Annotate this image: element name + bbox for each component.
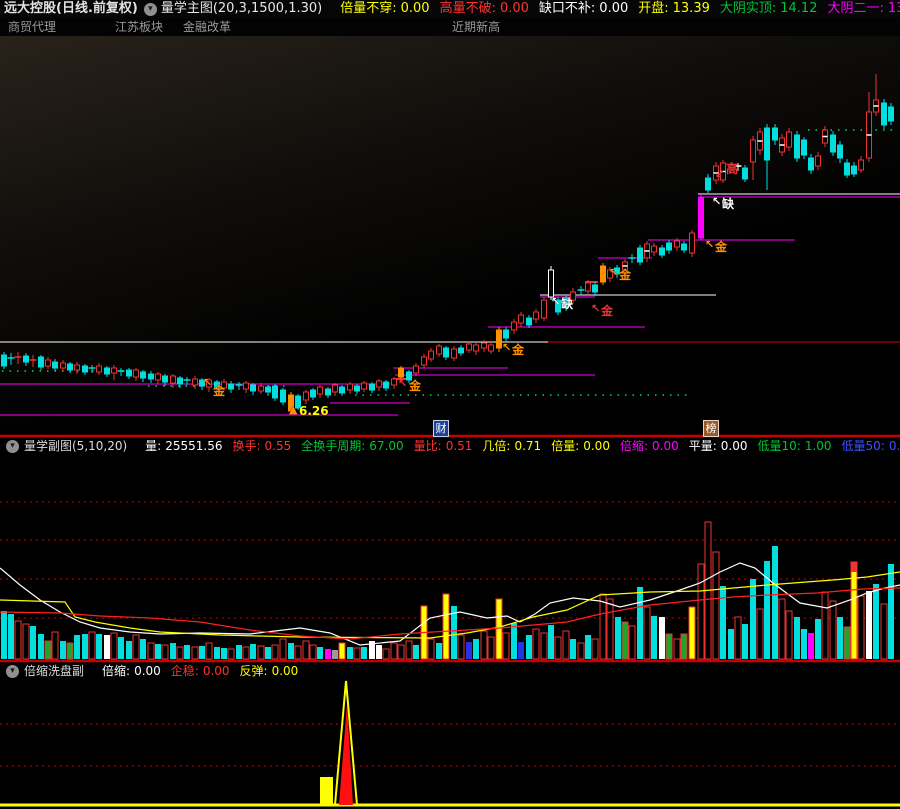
sub-indicator-item: 量: 25551.56 [145, 439, 223, 453]
sector-tag[interactable]: 商贸代理 [8, 20, 57, 34]
stock-title[interactable]: 远大控股(日线.前复权) [4, 1, 138, 16]
sub-indicator-item: 倍量: 0.00 [551, 439, 610, 453]
header-indicator-values: 倍量不穿: 0.00 高量不破: 0.00 缺口不补: 0.00 开盘: 13.39 大… [330, 0, 900, 18]
wash-indicator-name[interactable]: 倍缩洗盘副 [24, 664, 85, 678]
sub-indicator-item: 倍缩: 0.00 [619, 439, 679, 453]
sub-indicator-item: 几倍: 0.71 [482, 439, 542, 453]
volume-indicator-header: ▾ 量学副图(5,10,20) 量: 25551.56 换手: 0.55 全换手周期… [0, 437, 900, 456]
sub-indicator-item: 低量10: 1.00 [757, 439, 832, 453]
header-indicator-item: 开盘: 13.39 [638, 1, 710, 16]
header-indicator-item: 大阴二一:13.82 [827, 1, 900, 16]
sector-tag[interactable]: 近期新高 [452, 20, 501, 34]
sub-indicator-item: 换手: 0.55 [232, 439, 292, 453]
sector-tag[interactable]: 江苏板块 [115, 20, 164, 34]
main-indicator-name[interactable]: 量学主图(20,3,1500,1.30) [160, 1, 323, 16]
wash-indicator-values: 倍缩: 0.00 企稳: 0.00 反弹: 0.00 [92, 662, 298, 681]
wash-panel-layer [0, 680, 900, 807]
header-indicator-item: 缺口不补: 0.00 [538, 1, 629, 16]
wash-indicator-item: 反弹: 0.00 [239, 664, 299, 678]
support-resistance-lines [0, 129, 900, 416]
main-chart-header: 远大控股(日线.前复权) ▾ 量学主图(20,3,1500,1.30) 倍量不穿… [0, 0, 900, 18]
wash-indicator-item: 企稳: 0.00 [170, 664, 230, 678]
header-indicator-item: 大阴实顶: 14.12 [719, 1, 818, 16]
panel-separators [0, 434, 900, 663]
volume-ma-lines [0, 562, 900, 646]
main-chart-background [0, 36, 900, 436]
sub-indicator-item: 量比: 0.51 [413, 439, 473, 453]
sub-indicator-values: 量: 25551.56 换手: 0.55 全换手周期: 67.00 量比: 0.51 几… [135, 437, 900, 456]
collapse-chevron-icon[interactable]: ▾ [6, 665, 19, 678]
candlestick-layer [1, 74, 894, 413]
info-badge[interactable]: 榜 [703, 420, 719, 437]
volume-bars-layer [1, 521, 894, 660]
sub-indicator-item: 全换手周期: 67.00 [301, 439, 404, 453]
sector-tag[interactable]: 金融改革 [183, 20, 232, 34]
sub-indicator-item: 低量50:0.00 [841, 439, 900, 453]
header-indicator-item: 高量不破: 0.00 [439, 1, 529, 16]
collapse-chevron-icon[interactable]: ▾ [6, 440, 19, 453]
sub-indicator-name[interactable]: 量学副图(5,10,20) [24, 439, 128, 453]
wash-indicator-item: 倍缩: 0.00 [102, 664, 161, 678]
info-badge[interactable]: 财 [433, 420, 449, 437]
sub-indicator-item: 平量: 0.00 [688, 439, 748, 453]
chevron-down-icon[interactable]: ▾ [143, 2, 157, 16]
stock-tags-row: 商贸代理 江苏板块 金融改革 近期新高 [0, 18, 900, 36]
wash-indicator-header: ▾ 倍缩洗盘副 倍缩: 0.00 企稳: 0.00 反弹: 0.00 [0, 662, 900, 681]
header-indicator-item: 倍量不穿: 0.00 [340, 1, 430, 16]
